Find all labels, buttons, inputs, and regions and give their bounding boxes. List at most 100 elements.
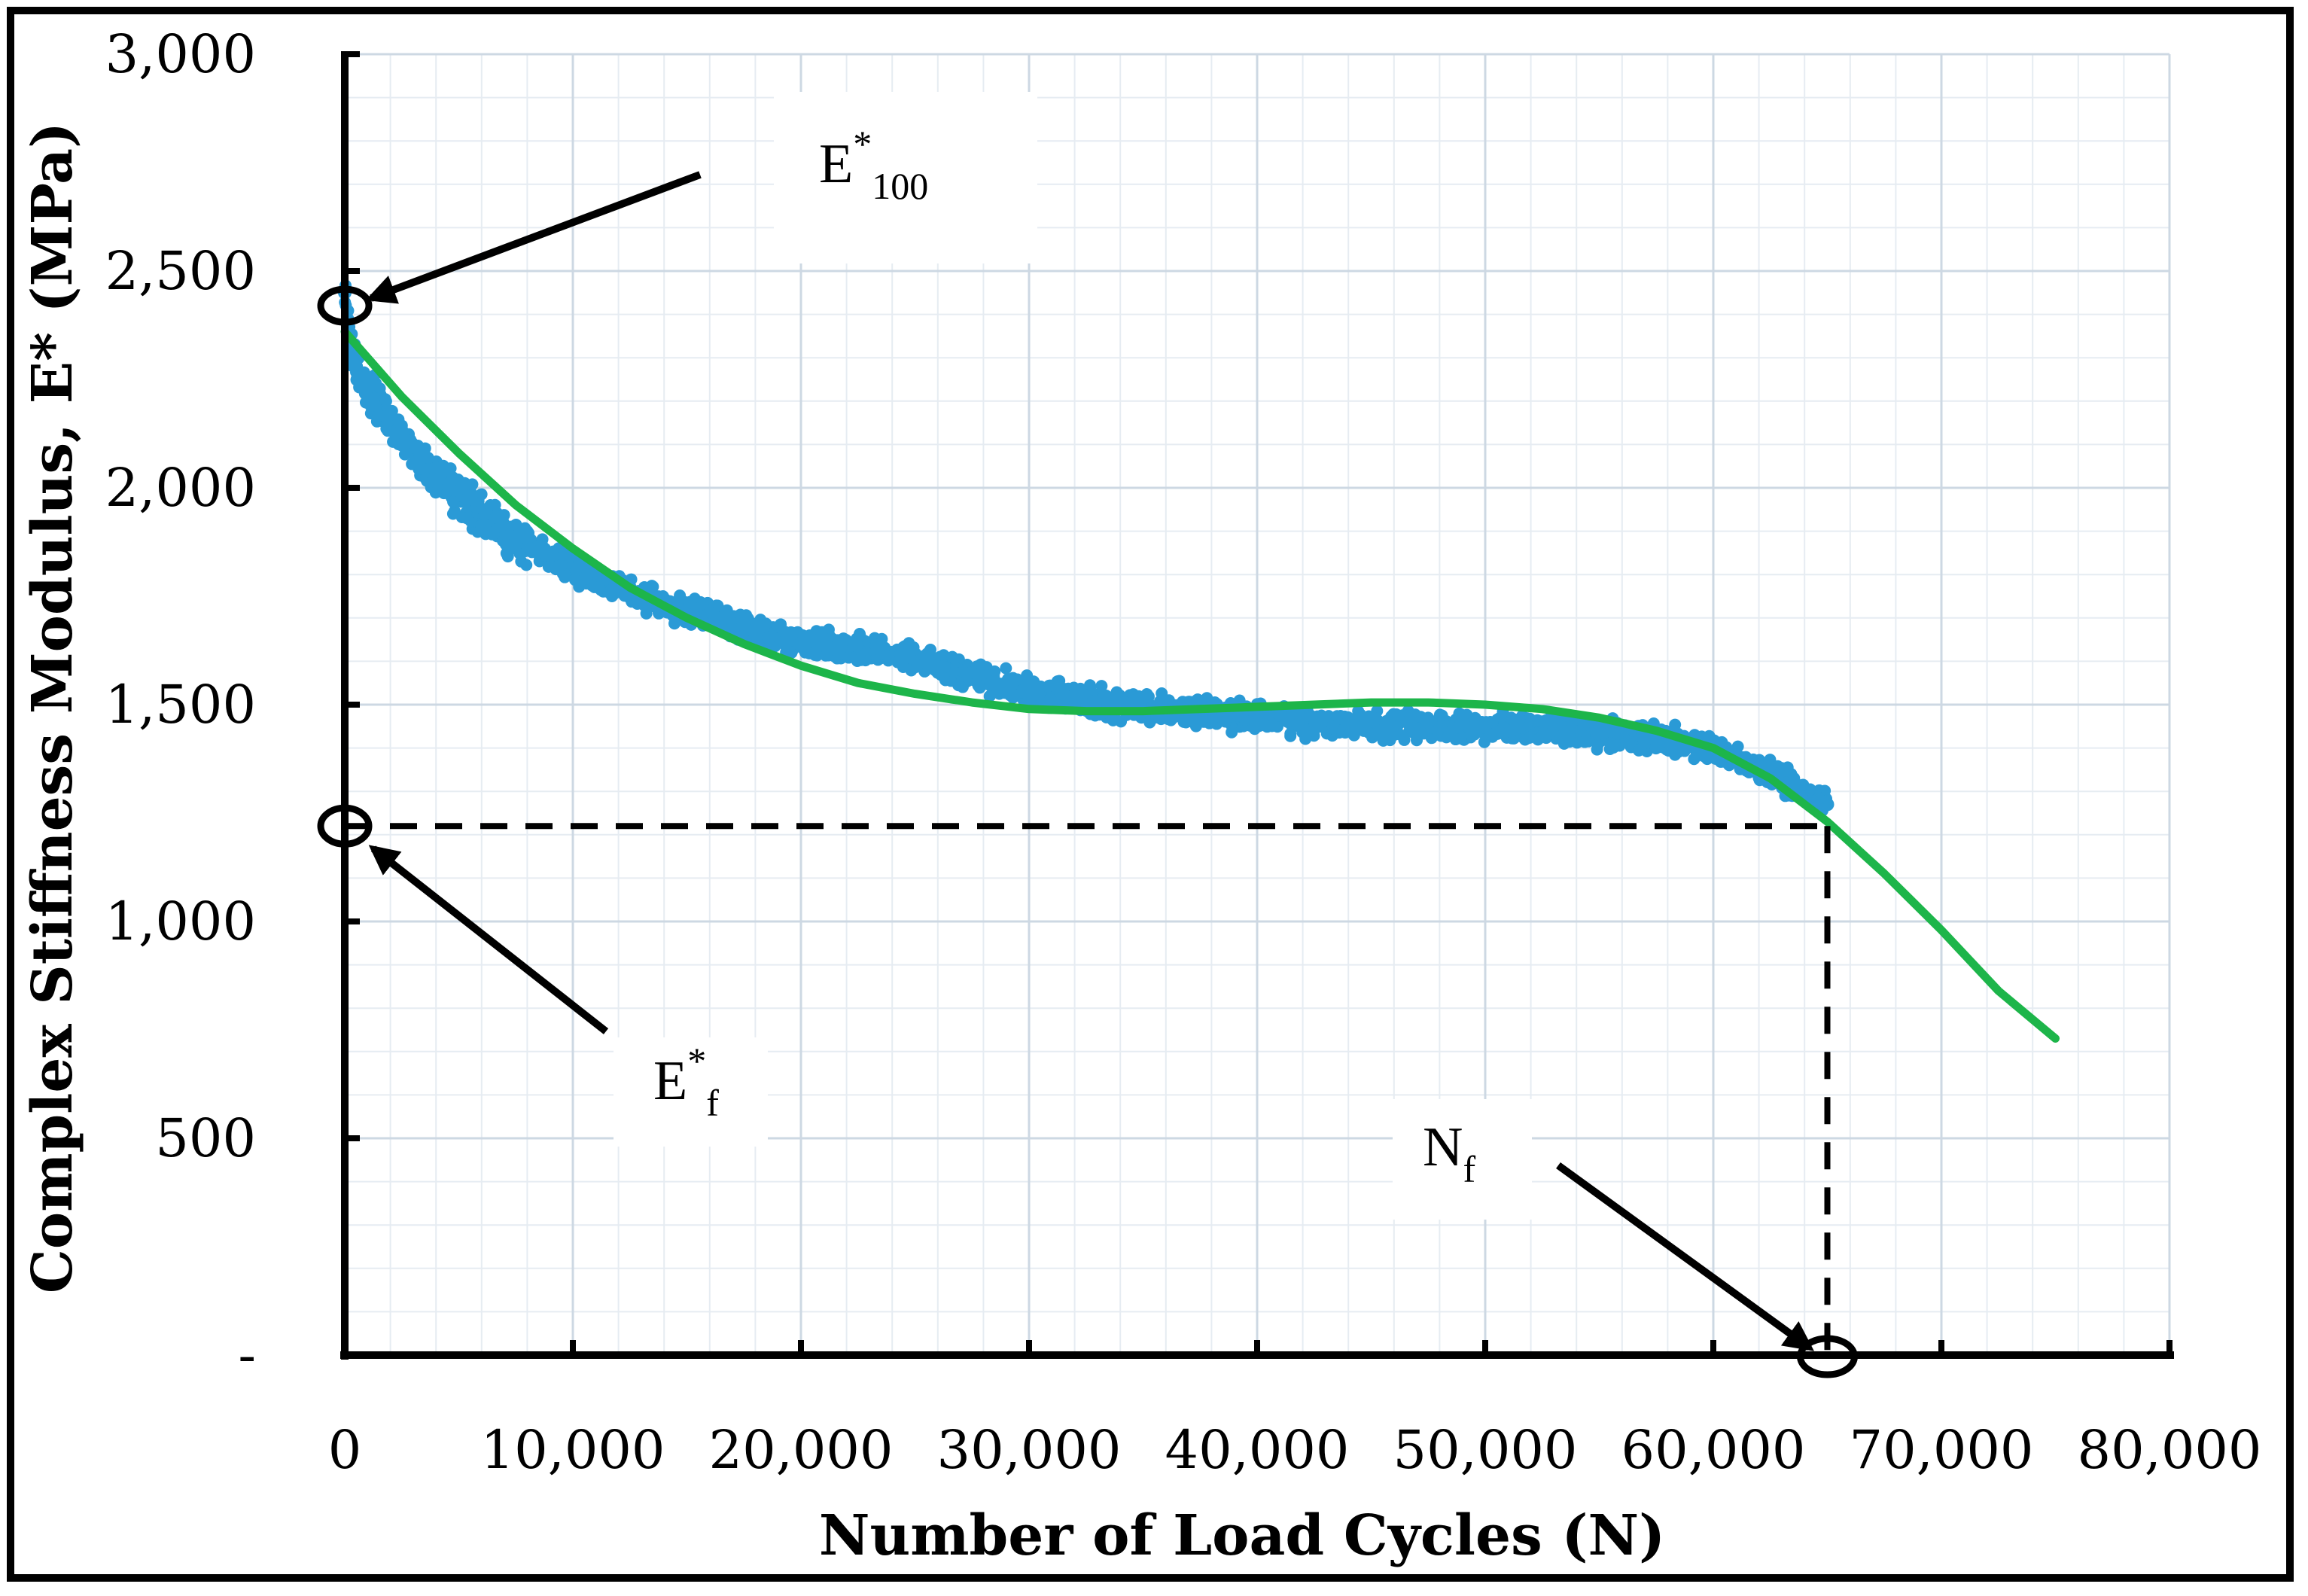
data-point [1703, 729, 1716, 742]
data-point [1425, 714, 1438, 727]
data-point [446, 507, 459, 520]
data-point [1142, 690, 1155, 703]
data-point [703, 606, 716, 619]
data-point [1372, 724, 1384, 737]
data-point [1579, 717, 1591, 729]
y-tick-label: 1,500 [105, 674, 256, 736]
failure-guide-lines [345, 823, 1831, 1355]
data-point [1564, 732, 1577, 745]
data-point [1219, 715, 1232, 728]
data-point [859, 654, 872, 667]
data-point [911, 659, 924, 672]
data-point [822, 640, 835, 653]
data-point [781, 628, 794, 641]
data-point [1044, 693, 1057, 705]
data-point [1392, 709, 1405, 722]
data-point [1296, 710, 1308, 723]
data-point [515, 555, 528, 568]
data-point [1259, 709, 1271, 722]
e100-label: E*100 [819, 123, 928, 207]
data-point [994, 679, 1006, 692]
x-tick-label: 40,000 [1165, 1419, 1350, 1481]
data-point [741, 612, 754, 625]
data-point [1299, 733, 1312, 745]
axes [340, 51, 2174, 1360]
data-point [531, 545, 544, 558]
e100-marker-ellipse [317, 285, 373, 326]
data-point [1611, 727, 1624, 740]
data-point [1764, 754, 1777, 766]
data-point [447, 495, 460, 508]
nf-marker-ellipse [1797, 1335, 1858, 1378]
e100-label-sub: 100 [872, 165, 928, 207]
x-tick-label: 80,000 [2078, 1419, 2262, 1481]
data-point [413, 456, 425, 469]
data-point [555, 559, 568, 571]
ef-label-main: E [653, 1050, 687, 1112]
data-point [1143, 716, 1156, 729]
nf-label: Nf [1423, 1116, 1475, 1190]
data-point [1781, 761, 1794, 774]
data-point [952, 679, 965, 692]
data-point [1057, 684, 1070, 697]
data-point [897, 648, 909, 661]
data-point [510, 518, 522, 531]
data-point [588, 580, 601, 593]
ef-label-sub: f [706, 1082, 719, 1124]
x-axis-title: Number of Load Cycles (N) [819, 1503, 1665, 1568]
data-point [465, 489, 478, 502]
data-point [972, 679, 985, 692]
x-tick-label: 10,000 [481, 1419, 665, 1481]
x-tick-label: 0 [328, 1419, 362, 1481]
y-tick-label: 500 [155, 1107, 256, 1169]
data-point [398, 435, 411, 448]
data-point [484, 498, 497, 511]
data-point [580, 572, 593, 585]
data-point [562, 550, 575, 563]
data-point [1524, 717, 1537, 729]
data-point [696, 597, 709, 610]
data-point [766, 630, 778, 643]
ef-arrow [368, 845, 609, 1034]
data-point [906, 642, 918, 655]
e100-label-box [774, 92, 1037, 263]
e100-label-main: E [819, 133, 853, 195]
measured-points [338, 279, 1835, 817]
nf-arrow [1556, 1162, 1814, 1351]
data-point [1011, 673, 1024, 686]
data-point [1254, 719, 1267, 732]
data-point [1479, 720, 1492, 733]
data-point [429, 486, 442, 499]
x-tick-label: 20,000 [709, 1419, 894, 1481]
data-point [1443, 726, 1456, 739]
data-point [1463, 721, 1475, 734]
data-point [1165, 714, 1177, 726]
data-point [464, 515, 477, 528]
data-point [1305, 709, 1317, 722]
data-point [1532, 733, 1545, 746]
fit-curve-group [340, 327, 2060, 1043]
y-tick-label: 2,000 [105, 457, 256, 519]
fit-curve [340, 327, 2060, 1043]
data-point [1411, 723, 1424, 736]
y-tick-label: 1,000 [105, 891, 256, 952]
data-point [1634, 743, 1647, 756]
data-point [1360, 714, 1373, 727]
data-point [478, 508, 491, 521]
data-point [1028, 689, 1040, 702]
tick-labels: 0 10,000 20,000 30,000 40,000 50,000 60,000 70,… [105, 23, 2262, 1481]
y-tick-label: 3,000 [105, 23, 256, 85]
data-point [1071, 692, 1084, 705]
data-point [1545, 714, 1557, 726]
y-tick-label: 2,500 [105, 240, 256, 302]
data-point [479, 519, 492, 531]
data-point [427, 472, 440, 485]
data-point [499, 538, 512, 551]
data-point [1414, 711, 1427, 723]
data-point [1347, 720, 1360, 733]
data-point [489, 511, 502, 524]
ef-marker-ellipse [317, 804, 373, 848]
data-point [349, 355, 362, 367]
